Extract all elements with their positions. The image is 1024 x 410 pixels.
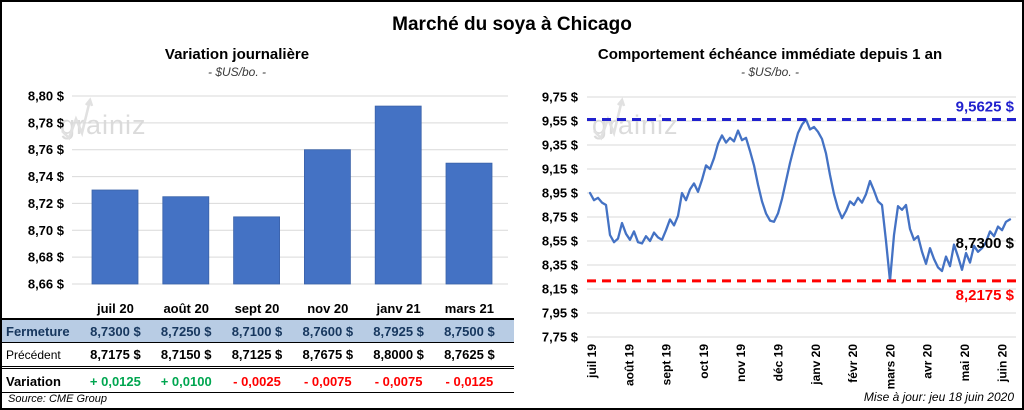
y-axis-tick-label: 9,75 $: [542, 90, 579, 105]
y-axis-tick-label: 8,95 $: [542, 186, 579, 201]
front-month-line-chart: 7,75 $ 7,95 $ 8,15 $ 8,35 $ 8,55 $ 8,75 $ 8,95…: [542, 90, 1016, 390]
row-label-variation: Variation: [6, 374, 61, 389]
y-axis-tick-label: 8,75 $: [542, 210, 579, 225]
update-note: Mise à jour: jeu 18 juin 2020: [863, 390, 1014, 404]
price-line-series: [588, 118, 1012, 283]
x-axis-tick-label: mars 20: [883, 344, 897, 390]
x-axis-tick-label: nov 19: [734, 344, 748, 382]
table-row-fermeture: Fermeture 8,7300 $ 8,7250 $ 8,7100 $ 8,7600 …: [2, 318, 514, 343]
y-axis-tick-label: 8,70 $: [28, 223, 65, 238]
bar-sept 20: [233, 216, 281, 285]
month-header: janv 21: [376, 300, 421, 316]
watermark-zigzag-icon: [61, 97, 94, 141]
bar-juil 20: [91, 189, 139, 285]
y-axis-tick-label: 7,95 $: [542, 306, 579, 321]
x-axis-tick-label: mai 20: [958, 344, 972, 382]
y-axis-tick-label: 8,68 $: [28, 250, 65, 265]
table-cell-variation: - 0,0025: [233, 374, 281, 389]
bar-août 20: [162, 196, 210, 285]
annotation-label: 8,7300 $: [956, 235, 1015, 252]
table-cell-fermeture: 8,7500 $: [444, 323, 495, 339]
x-axis-tick-label: juin 20: [995, 344, 1009, 383]
y-axis-tick-label: 9,15 $: [542, 162, 579, 177]
y-axis-tick-label: 8,80 $: [28, 89, 65, 104]
y-axis-tick-label: 8,72 $: [28, 196, 65, 211]
row-label-fermeture: Fermeture: [6, 323, 70, 339]
daily-variation-bar-chart: 8,66 $ 8,68 $ 8,70 $ 8,72 $ 8,74 $ 8,76 $ 8,78…: [28, 89, 508, 292]
source-note: Source: CME Group: [8, 393, 108, 405]
table-cell-precedent: 8,7150 $: [160, 347, 212, 362]
x-axis-tick-label: avr 20: [921, 344, 935, 379]
annotation-label: 8,2175 $: [956, 287, 1015, 304]
month-header: juil 20: [96, 300, 134, 316]
y-axis-tick-label: 9,35 $: [542, 138, 579, 153]
table-cell-variation: + 0,0100: [160, 374, 212, 389]
table-cell-variation: + 0,0125: [89, 374, 141, 389]
x-axis-tick-label: déc 19: [772, 344, 786, 382]
y-axis-tick-label: 8,76 $: [28, 142, 65, 157]
bar-chart-subtitle: - $US/bo. -: [207, 65, 267, 79]
x-axis-tick-label: oct 19: [697, 344, 711, 379]
table-cell-precedent: 8,7625 $: [444, 347, 495, 362]
x-axis-tick-label: août 19: [622, 344, 636, 386]
y-axis-tick-label: 9,55 $: [542, 114, 579, 129]
table-cell-fermeture: 8,7250 $: [160, 323, 212, 339]
table-cell-fermeture: 8,7925 $: [373, 323, 424, 339]
y-axis-tick-label: 8,78 $: [28, 115, 65, 130]
grainwiz-watermark: grain iz: [60, 97, 147, 141]
bar-janv 21: [374, 105, 422, 285]
y-axis-tick-label: 8,55 $: [542, 234, 579, 249]
table-cell-variation: - 0,0075: [303, 374, 352, 389]
table-row-precedent: Précédent 8,7175 $ 8,7150 $ 8,7125 $ 8,7675 …: [2, 343, 514, 369]
table-cell-precedent: 8,7175 $: [90, 347, 141, 362]
watermark-text-right: iz: [125, 110, 147, 140]
table-cell-variation: - 0,0125: [445, 374, 494, 389]
y-axis-tick-label: 8,66 $: [28, 277, 65, 292]
table-cell-precedent: 8,8000 $: [373, 347, 424, 362]
x-axis-tick-label: sept 19: [660, 344, 674, 386]
bar-nov 20: [303, 149, 351, 285]
line-chart-title: Comportement échéance immédiate depuis 1…: [597, 46, 943, 63]
row-label-precedent: Précédent: [6, 347, 61, 362]
y-axis-tick-label: 8,35 $: [542, 258, 579, 273]
bar-chart-title: Variation journalière: [164, 46, 310, 63]
y-axis-tick-label: 7,75 $: [542, 330, 579, 345]
line-chart-subtitle: - $US/bo. -: [740, 65, 800, 79]
table-row-variation: Variation + 0,0125 + 0,0100 - 0,0025 - 0,007…: [2, 371, 514, 393]
page-title: Marché du soya à Chicago: [392, 14, 632, 35]
annotation-label: 9,5625 $: [956, 99, 1015, 116]
x-axis-tick-label: juil 19: [585, 344, 599, 379]
table-cell-precedent: 8,7125 $: [231, 347, 283, 362]
month-header: sept 20: [234, 300, 280, 316]
table-cell-variation: - 0,0075: [374, 374, 423, 389]
y-axis-tick-label: 8,15 $: [542, 282, 579, 297]
month-header: mars 21: [444, 300, 494, 316]
x-axis-tick-label: janv 20: [809, 344, 823, 386]
x-axis-tick-label: févr 20: [846, 344, 860, 383]
bar-mars 21: [445, 162, 493, 285]
table-cell-fermeture: 8,7600 $: [302, 323, 354, 339]
month-header: août 20: [163, 300, 209, 316]
contract-months-header: juil 20 août 20 sept 20 nov 20 janv 21 mars 2…: [2, 298, 514, 318]
table-cell-fermeture: 8,7100 $: [231, 323, 283, 339]
y-axis-tick-label: 8,74 $: [28, 169, 65, 184]
table-cell-fermeture: 8,7300 $: [90, 323, 141, 339]
month-header: nov 20: [307, 300, 349, 316]
table-cell-precedent: 8,7675 $: [302, 347, 354, 362]
